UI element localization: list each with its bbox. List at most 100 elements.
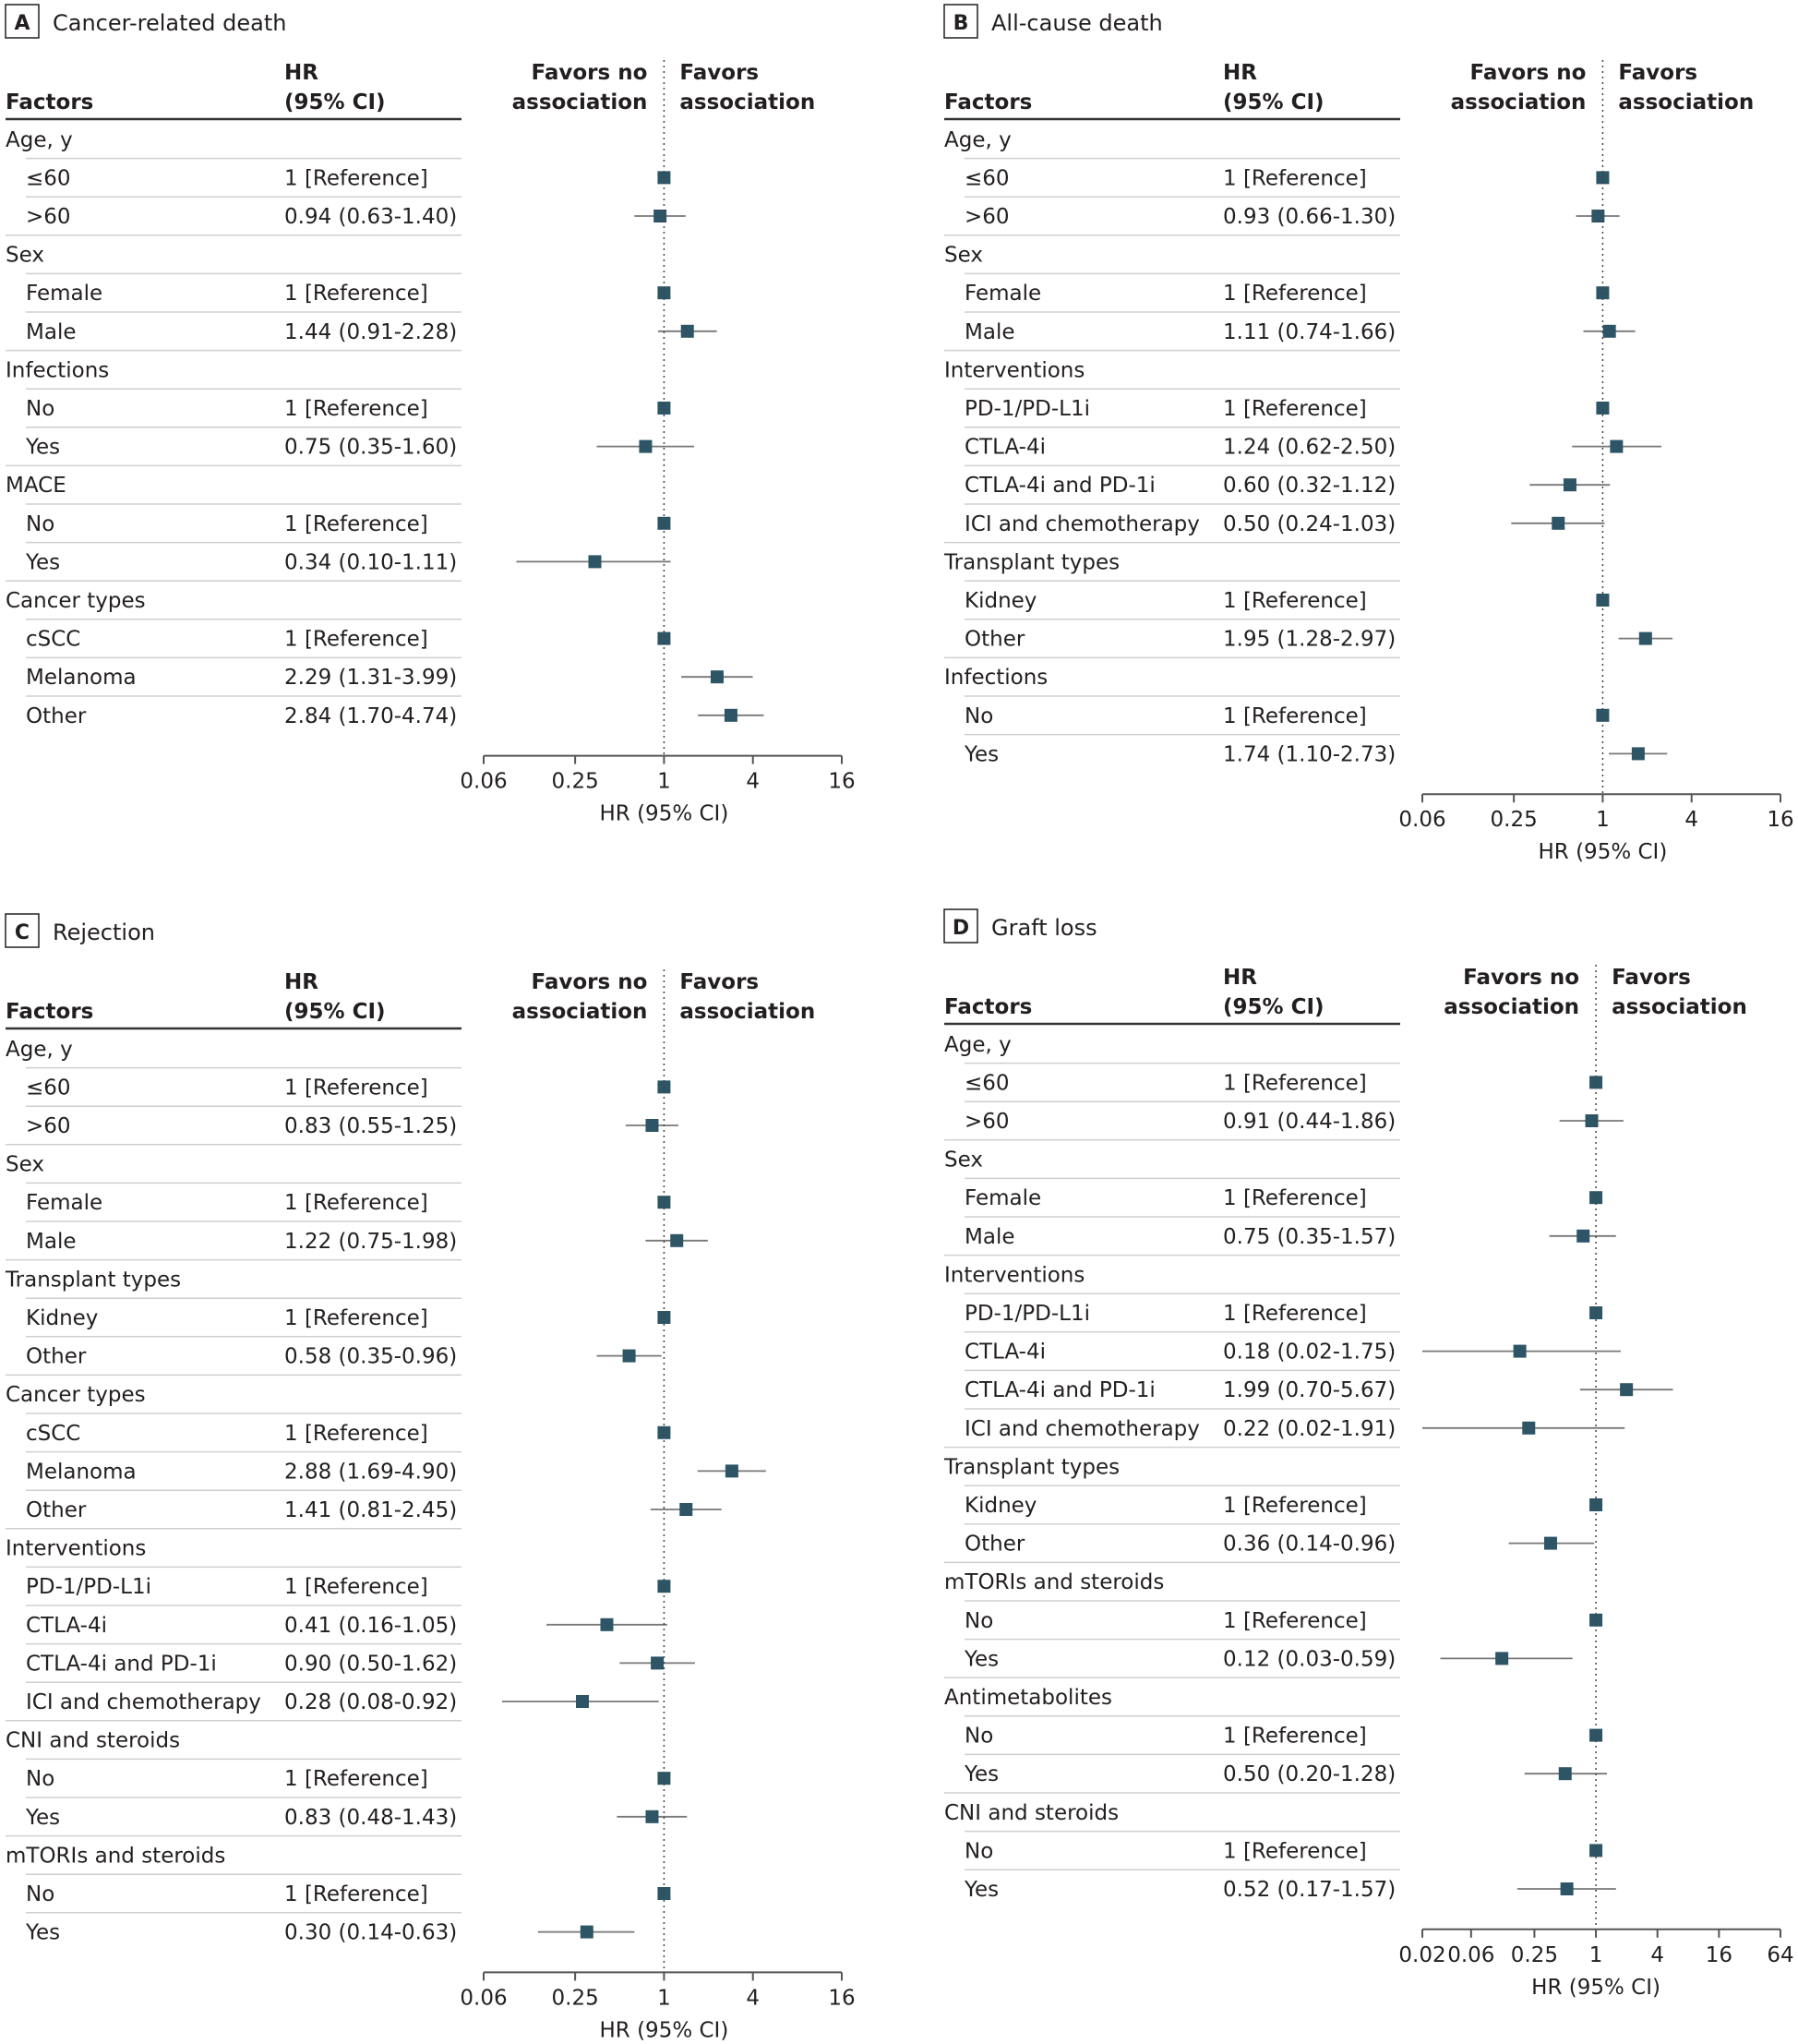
hr-value: 0.41 (0.16-1.05) [284, 1614, 457, 1638]
table-row: cSCC 1 [Reference] [26, 1413, 671, 1446]
factor-label: ≤60 [965, 166, 1010, 190]
group-label: Cancer types [6, 589, 146, 613]
favors-no-association-label: Favors no [1470, 61, 1587, 85]
table-row: ICI and chemotherapy 0.50 (0.24-1.03) [965, 503, 1605, 536]
hr-marker [1610, 439, 1624, 453]
table-row: Female 1 [Reference] [26, 272, 671, 306]
group-row: Infections [6, 349, 461, 382]
hr-value: 1 [Reference] [284, 1882, 428, 1906]
factor-label: Male [26, 320, 76, 344]
table-row: Yes 1.74 (1.10-2.73) [964, 733, 1668, 766]
table-row: Melanoma 2.88 (1.69-4.90) [26, 1450, 766, 1484]
x-tick-label: 0.25 [1511, 1943, 1558, 1967]
favors-association-label: association [679, 90, 815, 114]
hr-value: 0.58 (0.35-0.96) [284, 1345, 457, 1369]
hr-marker [639, 439, 653, 453]
hr-value: 1 [Reference] [1223, 704, 1367, 728]
group-label: Age, y [6, 128, 73, 152]
table-row: No 1 [Reference] [965, 695, 1610, 728]
table-row: Female 1 [Reference] [26, 1182, 671, 1215]
hr-marker [580, 1925, 593, 1939]
factor-label: Female [26, 282, 102, 306]
table-row: CTLA-4i 1.24 (0.62-2.50) [965, 427, 1662, 460]
table-row: Yes 0.50 (0.20-1.28) [964, 1753, 1607, 1786]
hr-value: 1 [Reference] [1223, 1302, 1367, 1326]
group-row: Sex [6, 234, 461, 268]
x-tick-label: 1 [657, 1986, 671, 2010]
table-row: ≤60 1 [Reference] [965, 157, 1610, 190]
hr-value: 0.22 (0.02-1.91) [1223, 1417, 1396, 1441]
panel-label-box [943, 4, 978, 39]
favors-association-label: association [1612, 995, 1747, 1019]
group-row: Age, y [6, 1038, 73, 1062]
table-row: Kidney 1 [Reference] [965, 580, 1610, 613]
table-row: >60 0.94 (0.63-1.40) [26, 196, 686, 229]
hr-value: 0.50 (0.20-1.28) [1223, 1762, 1396, 1786]
x-tick-label: 0.25 [552, 1986, 599, 2010]
factor-label: >60 [965, 1110, 1010, 1134]
x-axis-title: HR (95% CI) [600, 2018, 729, 2042]
hr-value: 1.95 (1.28-2.97) [1223, 628, 1396, 652]
x-tick-label: 0.02 [1398, 1943, 1445, 1967]
factor-label: No [26, 512, 54, 536]
hr-marker [1513, 1344, 1527, 1358]
favors-association-label: Favors [679, 61, 759, 85]
ci-header: (95% CI) [1223, 90, 1325, 114]
x-tick-label: 4 [1684, 808, 1698, 832]
panel-title: Cancer-related death [53, 10, 286, 36]
hr-value: 1 [Reference] [1223, 397, 1367, 421]
hr-value: 0.60 (0.32-1.12) [1223, 474, 1396, 498]
hr-value: 1 [Reference] [284, 1422, 428, 1446]
hr-marker [1589, 1306, 1603, 1319]
table-row: PD-1/PD-L1i 1 [Reference] [965, 388, 1610, 421]
factor-label: Male [965, 1225, 1014, 1249]
panel-title: Graft loss [991, 915, 1097, 941]
hr-marker [670, 1233, 684, 1247]
table-row: No 1 [Reference] [965, 1715, 1603, 1749]
table-row: Other 1.41 (0.81-2.45) [26, 1489, 722, 1522]
group-row: Age, y [944, 128, 1012, 152]
hr-header: HR [1223, 61, 1257, 85]
group-label: Transplant types [5, 1268, 181, 1292]
table-row: ICI and chemotherapy 0.22 (0.02-1.91) [965, 1408, 1625, 1441]
factors-header: Factors [944, 90, 1032, 114]
table-row: Yes 0.52 (0.17-1.57) [964, 1869, 1616, 1902]
factor-label: Yes [25, 1921, 60, 1945]
group-row: CNI and steroids [6, 1720, 461, 1753]
x-tick-label: 0.06 [1398, 808, 1445, 832]
hr-marker [1495, 1652, 1509, 1665]
hr-marker [1631, 747, 1645, 761]
hr-marker [657, 1580, 671, 1593]
hr-marker [1543, 1536, 1557, 1550]
hr-marker [645, 1119, 659, 1132]
group-label: Sex [944, 244, 983, 268]
factor-label: >60 [965, 205, 1010, 229]
hr-value: 1 [Reference] [284, 512, 428, 536]
panel-d: D Graft loss HR Factors (95% CI) Favors no ass… [943, 908, 1794, 2000]
hr-value: 0.91 (0.44-1.86) [1223, 1110, 1396, 1134]
x-tick-label: 1 [1596, 808, 1610, 832]
hr-value: 0.83 (0.48-1.43) [284, 1806, 457, 1830]
group-row: Transplant types [5, 1258, 461, 1292]
group-row: Infections [944, 656, 1400, 690]
factor-label: Other [26, 1498, 87, 1522]
group-label: MACE [6, 474, 66, 498]
hr-value: 1 [Reference] [1223, 1494, 1367, 1518]
table-row: Other 1.95 (1.28-2.97) [965, 619, 1673, 652]
hr-value: 0.50 (0.24-1.03) [1223, 512, 1396, 536]
hr-value: 0.93 (0.66-1.30) [1223, 205, 1396, 229]
factors-header: Factors [6, 1000, 93, 1024]
group-label: Age, y [944, 128, 1012, 152]
panel-label: A [14, 12, 30, 35]
group-label: Cancer types [6, 1383, 146, 1407]
favors-association-label: association [1618, 90, 1754, 114]
hr-value: 0.28 (0.08-0.92) [284, 1690, 457, 1714]
table-row: CTLA-4i and PD-1i 0.60 (0.32-1.12) [965, 464, 1611, 498]
hr-value: 1.24 (0.62-2.50) [1223, 436, 1396, 460]
table-row: >60 0.93 (0.66-1.30) [965, 196, 1620, 229]
factor-label: Yes [964, 1762, 999, 1786]
favors-no-association-label: association [512, 1000, 648, 1024]
favors-no-association-label: Favors no [532, 970, 648, 994]
group-label: Antimetabolites [944, 1686, 1112, 1710]
group-row: mTORIs and steroids [6, 1834, 461, 1868]
